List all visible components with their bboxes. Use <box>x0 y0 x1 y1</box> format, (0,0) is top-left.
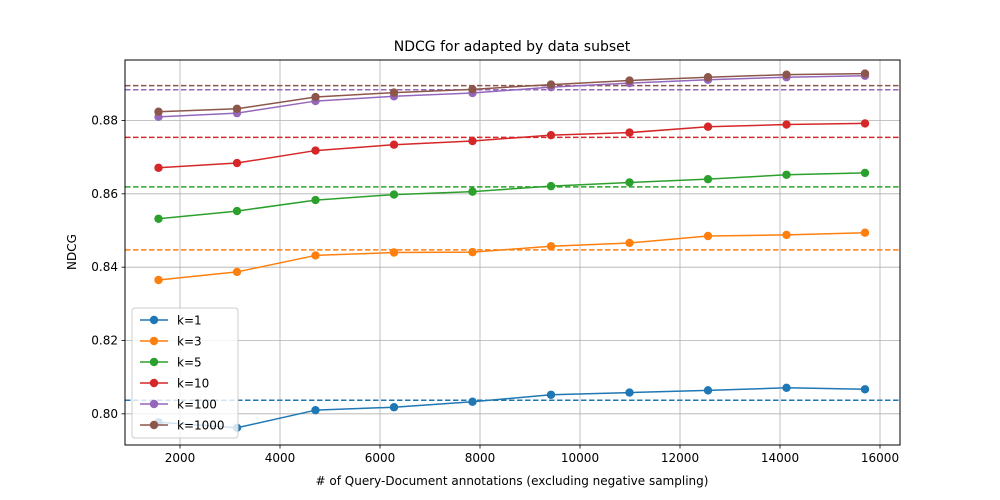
y-tick-label: 0.88 <box>91 114 118 128</box>
data-point <box>311 146 320 155</box>
y-axis-label: NDCG <box>65 234 79 270</box>
legend-item: k=5 <box>140 356 202 370</box>
data-point <box>546 130 556 140</box>
data-point <box>625 128 634 137</box>
data-point <box>389 88 399 97</box>
data-point <box>782 120 791 129</box>
data-point <box>468 85 477 94</box>
data-point <box>232 267 242 277</box>
series-line <box>158 122 866 169</box>
series-line <box>158 72 866 113</box>
x-tick-label: 6000 <box>365 451 396 465</box>
data-point <box>389 190 399 199</box>
data-point <box>232 206 242 216</box>
data-point <box>546 181 556 191</box>
data-point <box>546 242 556 251</box>
data-point <box>782 383 791 392</box>
series-k5 <box>154 168 870 223</box>
data-point <box>232 104 242 113</box>
data-point <box>311 195 320 205</box>
series-k1000 <box>154 69 870 116</box>
x-tick-label: 16000 <box>861 451 899 465</box>
legend-item: k=100 <box>140 398 217 412</box>
data-point <box>860 385 870 394</box>
legend-item: k=10 <box>140 377 209 391</box>
x-axis-label: # of Query-Document annotations (excludi… <box>316 474 709 488</box>
data-point <box>860 228 870 237</box>
y-tick-label: 0.82 <box>91 334 118 348</box>
data-point <box>703 174 713 184</box>
data-point <box>625 76 634 85</box>
data-point <box>154 163 163 172</box>
data-point <box>625 238 634 248</box>
chart-title: NDCG for adapted by data subset <box>394 39 631 55</box>
x-tick-label: 10000 <box>561 451 599 465</box>
legend-label: k=3 <box>177 335 202 349</box>
data-point <box>860 168 870 178</box>
data-point <box>154 275 163 285</box>
data-point <box>703 231 713 241</box>
legend-marker <box>149 357 159 367</box>
data-point <box>389 403 399 412</box>
y-tick-label: 0.84 <box>91 260 118 274</box>
series-k10 <box>154 119 870 172</box>
legend-label: k=5 <box>177 356 202 370</box>
data-point <box>782 230 791 240</box>
x-tick-label: 2000 <box>165 451 196 465</box>
series-line <box>158 172 866 220</box>
x-tick-label: 12000 <box>661 451 699 465</box>
legend-marker <box>149 315 159 325</box>
x-tick-label: 14000 <box>761 451 799 465</box>
data-point <box>389 248 399 257</box>
legend: k=1 k=3 k=5 k=10 k=100 k=1000 <box>131 307 239 439</box>
data-point <box>546 390 556 399</box>
data-point <box>468 136 477 146</box>
legend-label: k=1 <box>177 314 202 328</box>
y-tick-label: 0.80 <box>91 407 118 421</box>
axis-ticks: 2000 4000 6000 8000 10000 12000 14000 16000 0.80… <box>91 114 899 466</box>
data-point <box>703 386 713 395</box>
series-line <box>158 231 866 281</box>
data-point <box>311 405 320 415</box>
data-point <box>468 187 477 196</box>
data-point <box>468 397 477 406</box>
data-point <box>232 158 242 168</box>
x-tick-label: 4000 <box>265 451 296 465</box>
y-tick-label: 0.86 <box>91 187 118 201</box>
series-k3 <box>154 228 870 285</box>
data-point <box>468 247 477 257</box>
data-point <box>154 107 163 116</box>
x-tick-label: 8000 <box>465 451 496 465</box>
series-line <box>158 75 866 118</box>
baseline-lines <box>125 84 900 402</box>
data-point <box>860 119 870 128</box>
data-point <box>625 388 634 397</box>
legend-marker <box>149 336 159 346</box>
legend-label: k=10 <box>177 377 209 391</box>
legend-marker <box>149 378 159 388</box>
data-point <box>311 251 320 260</box>
legend-marker <box>149 420 159 430</box>
data-point <box>546 80 556 89</box>
data-point <box>703 73 713 82</box>
data-point <box>311 92 320 102</box>
legend-item: k=3 <box>140 335 202 349</box>
data-point <box>703 122 713 131</box>
plot-frame <box>124 59 901 446</box>
legend-item: k=1 <box>140 314 202 328</box>
legend-label: k=100 <box>177 398 217 412</box>
data-point <box>782 70 791 79</box>
data-point <box>625 178 634 187</box>
data-point <box>782 170 791 179</box>
legend-marker <box>149 399 159 409</box>
legend-item: k=1000 <box>140 419 225 433</box>
legend-label: k=1000 <box>177 419 225 433</box>
series-line <box>158 387 866 429</box>
data-point <box>154 214 163 223</box>
data-point <box>860 69 870 78</box>
data-point <box>389 140 399 149</box>
